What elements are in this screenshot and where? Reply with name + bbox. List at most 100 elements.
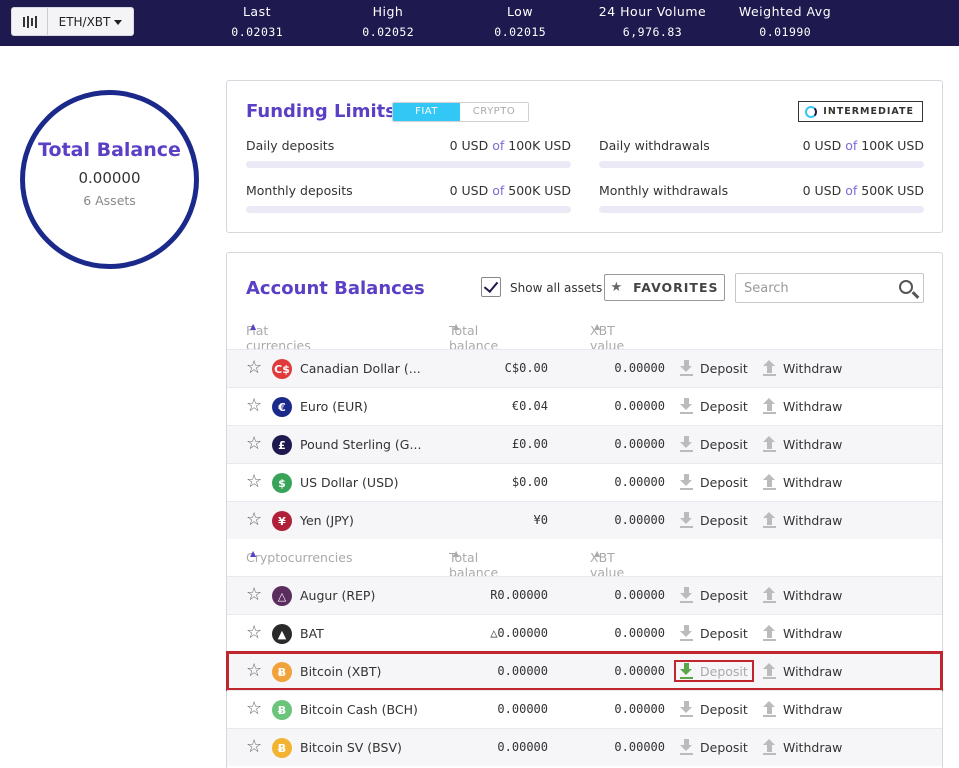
total-balance: ΂0.00000 bbox=[497, 740, 548, 754]
stat-volume: 24 Hour Volume 6,976.83 bbox=[590, 4, 715, 39]
xbt-value: ΂0.00000 bbox=[614, 361, 665, 375]
deposit-label: Deposit bbox=[700, 361, 748, 376]
limit-of: of bbox=[845, 183, 857, 198]
deposit-button[interactable]: Deposit bbox=[680, 625, 748, 641]
asset-name: US Dollar (USD) bbox=[300, 475, 440, 490]
withdraw-button[interactable]: Withdraw bbox=[763, 663, 842, 679]
chart-icon[interactable] bbox=[12, 8, 48, 35]
withdraw-label: Withdraw bbox=[783, 399, 842, 414]
limit-bar bbox=[246, 161, 571, 168]
table-row: ☆ € Euro (EUR) €0.04 ΂0.00000 Deposit Withdraw bbox=[227, 387, 942, 425]
stat-value: ΂0.02031 bbox=[217, 25, 297, 39]
xbt-value: ΂0.00000 bbox=[614, 702, 665, 716]
xbt-value: ΂0.00000 bbox=[614, 626, 665, 640]
deposit-label: Deposit bbox=[700, 626, 748, 641]
col-label: Cryptocurrencies bbox=[246, 550, 353, 565]
table-row: ☆ C$ Canadian Dollar (... C$0.00 ΂0.00000 Dep… bbox=[227, 349, 942, 387]
pair-selector[interactable]: ETH/XBT bbox=[11, 7, 134, 36]
favorites-button[interactable]: ★ FAVORITES bbox=[604, 274, 725, 301]
withdraw-button[interactable]: Withdraw bbox=[763, 739, 842, 755]
withdraw-button[interactable]: Withdraw bbox=[763, 587, 842, 603]
tab-crypto[interactable]: CRYPTO bbox=[460, 103, 528, 121]
favorite-star-icon[interactable]: ☆ bbox=[246, 435, 262, 453]
limit-label: Monthly deposits bbox=[246, 183, 353, 198]
account-balances-title: Account Balances bbox=[246, 278, 425, 299]
favorite-star-icon[interactable]: ☆ bbox=[246, 511, 262, 529]
deposit-button[interactable]: Deposit bbox=[674, 660, 754, 682]
favorite-star-icon[interactable]: ☆ bbox=[246, 397, 262, 415]
favorite-star-icon[interactable]: ☆ bbox=[246, 700, 262, 718]
deposit-label: Deposit bbox=[700, 513, 748, 528]
sort-icon: ▲ bbox=[594, 550, 600, 558]
sort-icon: ▲ bbox=[453, 550, 459, 558]
favorite-star-icon[interactable]: ☆ bbox=[246, 662, 262, 680]
withdraw-button[interactable]: Withdraw bbox=[763, 512, 842, 528]
currency-icon: € bbox=[272, 397, 292, 417]
search-icon[interactable] bbox=[899, 280, 913, 294]
search-input[interactable] bbox=[744, 274, 894, 302]
download-icon bbox=[680, 436, 694, 452]
withdraw-button[interactable]: Withdraw bbox=[763, 625, 842, 641]
currency-icon: ▲ bbox=[272, 624, 292, 644]
withdraw-button[interactable]: Withdraw bbox=[763, 701, 842, 717]
favorite-star-icon[interactable]: ☆ bbox=[246, 359, 262, 377]
table-row: ☆ △ Augur (REP) R0.00000 ΂0.00000 Deposit With… bbox=[227, 576, 942, 614]
deposit-button[interactable]: Deposit bbox=[680, 474, 748, 490]
stat-label: Weighted Avg bbox=[730, 4, 840, 19]
upload-icon bbox=[763, 398, 777, 414]
limit-bar bbox=[599, 206, 924, 213]
deposit-button[interactable]: Deposit bbox=[680, 739, 748, 755]
ticker-bar: ETH/XBT Last ΂0.02031 High ΂0.02052 Low … bbox=[0, 0, 959, 46]
upload-icon bbox=[763, 512, 777, 528]
withdraw-label: Withdraw bbox=[783, 702, 842, 717]
limit-daily-deposits: Daily deposits 0 USD of 100K USD bbox=[246, 138, 571, 168]
withdraw-label: Withdraw bbox=[783, 740, 842, 755]
xbt-value: ΂0.00000 bbox=[614, 399, 665, 413]
limit-of: of bbox=[492, 183, 504, 198]
upload-icon bbox=[763, 663, 777, 679]
favorite-star-icon[interactable]: ☆ bbox=[246, 586, 262, 604]
verification-level-badge[interactable]: INTERMEDIATE bbox=[798, 101, 923, 122]
search-box bbox=[735, 273, 924, 303]
asset-name: Yen (JPY) bbox=[300, 513, 440, 528]
limit-max: 500K USD bbox=[508, 183, 571, 198]
withdraw-button[interactable]: Withdraw bbox=[763, 398, 842, 414]
favorite-star-icon[interactable]: ☆ bbox=[246, 624, 262, 642]
deposit-button[interactable]: Deposit bbox=[680, 512, 748, 528]
limit-of: of bbox=[845, 138, 857, 153]
stat-high: High ΂0.02052 bbox=[348, 4, 428, 39]
currency-icon: Ƀ bbox=[272, 700, 292, 720]
xbt-value: ΂0.00000 bbox=[614, 513, 665, 527]
stat-label: Last bbox=[217, 4, 297, 19]
deposit-button[interactable]: Deposit bbox=[680, 701, 748, 717]
currency-icon: ¥ bbox=[272, 511, 292, 531]
table-row: ☆ Ƀ Bitcoin (XBT) ΂0.00000 ΂0.00000 Deposit Wi… bbox=[227, 652, 942, 690]
withdraw-button[interactable]: Withdraw bbox=[763, 474, 842, 490]
limit-max: 100K USD bbox=[861, 138, 924, 153]
limit-bar bbox=[246, 206, 571, 213]
download-icon bbox=[680, 739, 694, 755]
limit-label: Daily withdrawals bbox=[599, 138, 710, 153]
show-all-assets-label[interactable]: Show all assets bbox=[510, 281, 602, 295]
upload-icon bbox=[763, 474, 777, 490]
limit-max: 500K USD bbox=[861, 183, 924, 198]
table-row: ☆ £ Pound Sterling (G... £0.00 ΂0.00000 Depos… bbox=[227, 425, 942, 463]
deposit-button[interactable]: Deposit bbox=[680, 398, 748, 414]
table-row: ☆ $ US Dollar (USD) $0.00 ΂0.00000 Deposit Wit… bbox=[227, 463, 942, 501]
withdraw-button[interactable]: Withdraw bbox=[763, 436, 842, 452]
favorite-star-icon[interactable]: ☆ bbox=[246, 738, 262, 756]
withdraw-button[interactable]: Withdraw bbox=[763, 360, 842, 376]
deposit-button[interactable]: Deposit bbox=[680, 360, 748, 376]
total-balance: £0.00 bbox=[512, 437, 548, 451]
table-row: ☆ ▲ BAT △0.00000 ΂0.00000 Deposit Withdraw bbox=[227, 614, 942, 652]
tab-fiat[interactable]: FIAT bbox=[393, 103, 460, 121]
asset-name: Canadian Dollar (... bbox=[300, 361, 440, 376]
show-all-assets-checkbox[interactable] bbox=[481, 277, 501, 297]
deposit-button[interactable]: Deposit bbox=[680, 587, 748, 603]
deposit-label: Deposit bbox=[700, 588, 748, 603]
currency-icon: £ bbox=[272, 435, 292, 455]
favorite-star-icon[interactable]: ☆ bbox=[246, 473, 262, 491]
currency-icon: △ bbox=[272, 586, 292, 606]
deposit-button[interactable]: Deposit bbox=[680, 436, 748, 452]
limit-used: 0 USD bbox=[803, 183, 842, 198]
